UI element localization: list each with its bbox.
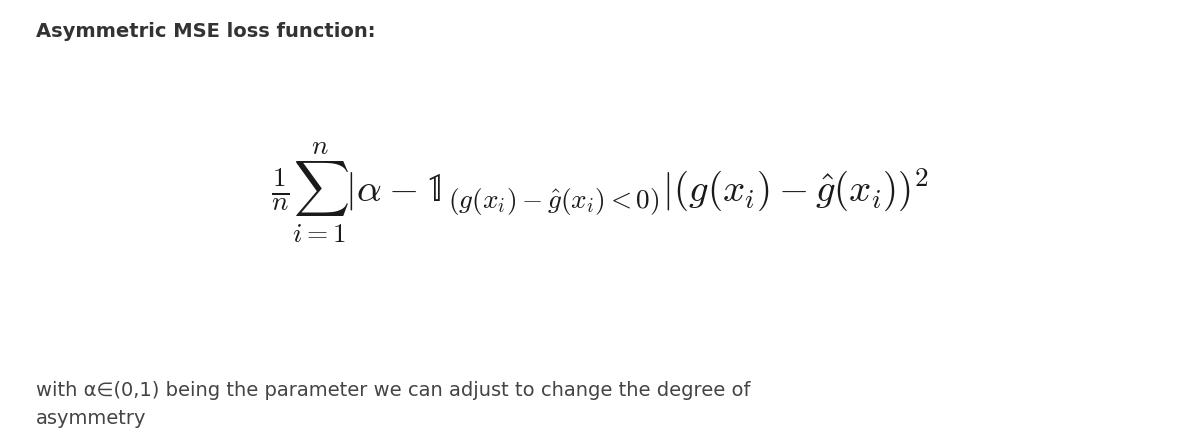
Text: $\frac{1}{n} \sum_{i=1}^{n} |\alpha - \mathbb{1}_{(g(x_i)-\hat{g}(x_i)<0)}|(g(x_: $\frac{1}{n} \sum_{i=1}^{n} |\alpha - \m… — [271, 141, 929, 245]
Text: Asymmetric MSE loss function:: Asymmetric MSE loss function: — [36, 22, 376, 41]
Text: with α∈(0,1) being the parameter we can adjust to change the degree of
asymmetry: with α∈(0,1) being the parameter we can … — [36, 381, 750, 428]
